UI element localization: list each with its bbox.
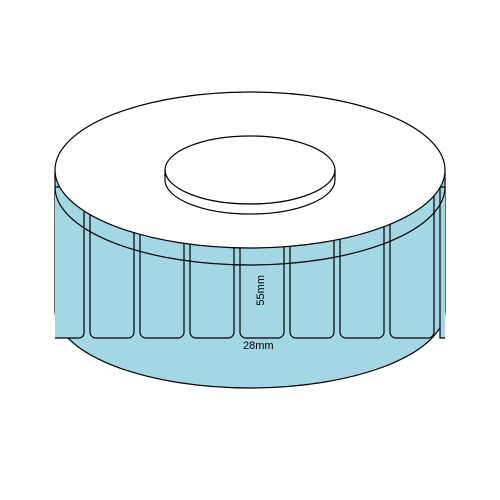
label-seg-0 — [55, 187, 84, 338]
width-dimension-label: 28mm — [243, 340, 274, 352]
label-roll-diagram: 55mm 28mm — [0, 0, 500, 500]
roll-svg — [0, 0, 500, 500]
label-seg-8 — [440, 187, 445, 338]
height-dimension-label: 55mm — [255, 275, 267, 306]
